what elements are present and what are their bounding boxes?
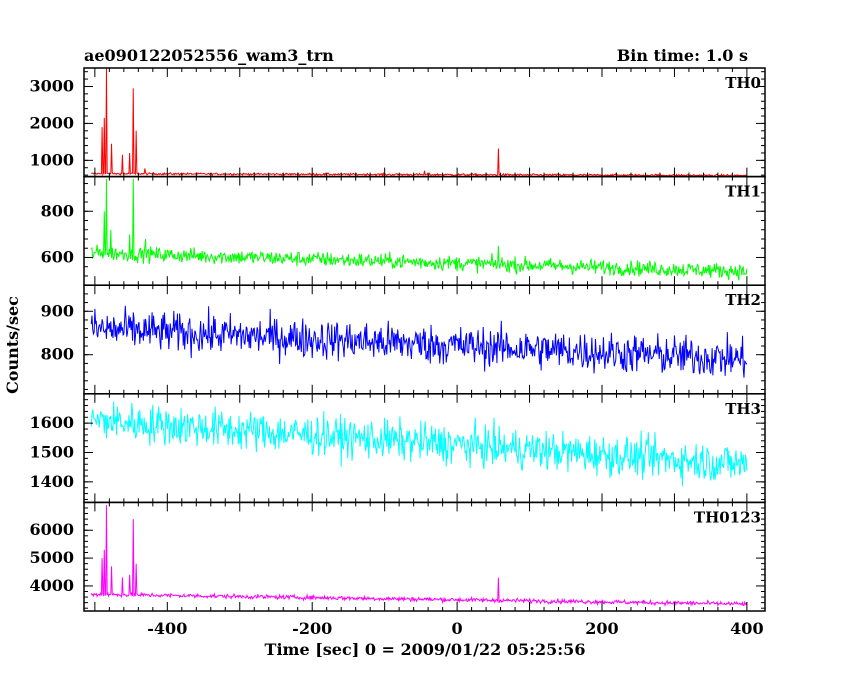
panel-label-th0: TH0 xyxy=(725,74,761,92)
panel-th0123: 4000 5000 6000 TH0123 xyxy=(29,501,766,612)
panel-th3: 1400 1500 1600 TH3 xyxy=(29,393,766,504)
panel-label-th0123: TH0123 xyxy=(694,508,761,526)
series-line-th0123 xyxy=(90,505,748,608)
bin-time-label: Bin time: 1.0 s xyxy=(617,46,748,65)
panel-th0: 1000 2000 3000 TH0 xyxy=(29,67,766,178)
y-tick-label: 600 xyxy=(41,247,74,266)
y-tick-label: 1600 xyxy=(29,413,74,432)
series-line-th0 xyxy=(91,68,748,177)
y-tick-label: 5000 xyxy=(29,548,74,567)
panel-th2: 800 900 TH2 xyxy=(41,284,766,395)
y-tick-label: 800 xyxy=(41,201,74,220)
y-tick-label: 1500 xyxy=(29,443,74,462)
y-tick-label: 1400 xyxy=(29,472,74,491)
x-tick-label: -200 xyxy=(292,619,332,638)
x-tick-label: 400 xyxy=(730,619,763,638)
y-axis-label: Counts/sec xyxy=(3,296,22,394)
chart-title: ae090122052556_wam3_trn xyxy=(84,46,334,65)
panel-frame xyxy=(83,501,766,612)
y-tick-label: 6000 xyxy=(29,520,74,539)
y-tick-label: 2000 xyxy=(29,113,74,132)
y-tick-label: 800 xyxy=(41,345,74,364)
panel-label-th1: TH1 xyxy=(725,183,761,201)
panel-label-th2: TH2 xyxy=(725,291,761,309)
series-line-th2 xyxy=(90,305,748,378)
y-tick-label: 1000 xyxy=(29,150,74,169)
y-tick-label: 4000 xyxy=(29,576,74,595)
panel-frame xyxy=(83,393,766,504)
y-tick-label: 3000 xyxy=(29,76,74,95)
y-tick-label: 900 xyxy=(41,301,74,320)
x-tick-label: 0 xyxy=(452,619,463,638)
series-line-th3 xyxy=(90,401,748,487)
x-tick-label: -400 xyxy=(147,619,187,638)
series-line-th1 xyxy=(90,178,748,281)
x-axis-label: Time [sec] 0 = 2009/01/22 05:25:56 xyxy=(265,640,586,659)
panel-label-th3: TH3 xyxy=(725,400,761,418)
panel-frame xyxy=(83,67,766,178)
panel-th1: 600 800 TH1 xyxy=(41,175,766,286)
x-tick-label: 200 xyxy=(585,619,618,638)
